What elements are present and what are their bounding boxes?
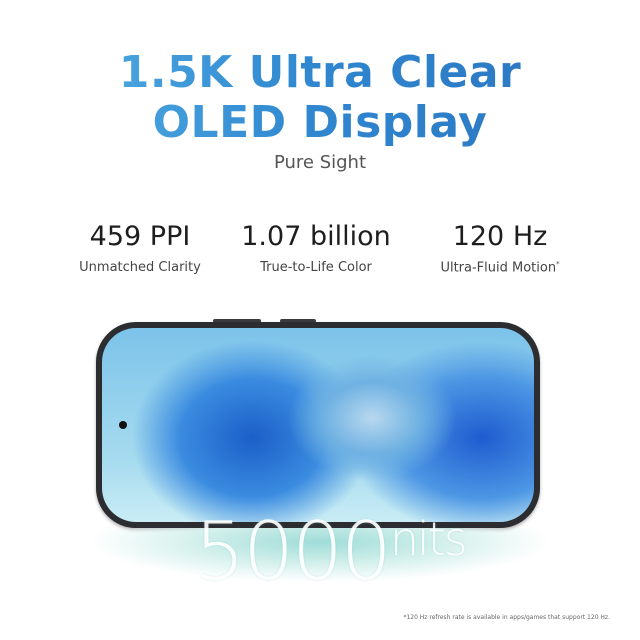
brightness-glow <box>90 528 550 598</box>
phone-image <box>96 322 540 528</box>
brightness-text: 5000nits <box>100 505 560 598</box>
brightness-unit: nits <box>389 512 468 566</box>
subtitle: Pure Sight <box>273 152 367 173</box>
headline-line-2: OLED Display <box>0 98 640 148</box>
spec-label: Ultra-Fluid Motion <box>440 260 557 276</box>
spec-value: 120 Hz <box>452 221 548 252</box>
spec-value: 459 PPI <box>89 221 191 252</box>
phone-screen <box>102 328 534 522</box>
spec-refresh: 120 Hz Ultra-Fluid Motion* <box>400 220 600 275</box>
phone-power-button <box>280 319 316 323</box>
footnote-mark: * <box>556 260 560 268</box>
brightness-value: 5000 <box>194 505 392 598</box>
footnote: *120 Hz refresh rate is available in app… <box>403 614 610 621</box>
front-camera-icon <box>119 421 127 429</box>
spec-label: Unmatched Clarity <box>79 260 201 275</box>
spec-color: 1.07 billion True-to-Life Color <box>216 220 416 275</box>
headline-line-1: 1.5K Ultra Clear <box>0 48 640 98</box>
phone-volume-button <box>213 319 261 323</box>
spec-value: 1.07 billion <box>241 221 391 252</box>
spec-label-wrap: Ultra-Fluid Motion* <box>400 260 600 275</box>
spec-label: True-to-Life Color <box>260 260 372 275</box>
spec-ppi: 459 PPI Unmatched Clarity <box>40 220 240 275</box>
